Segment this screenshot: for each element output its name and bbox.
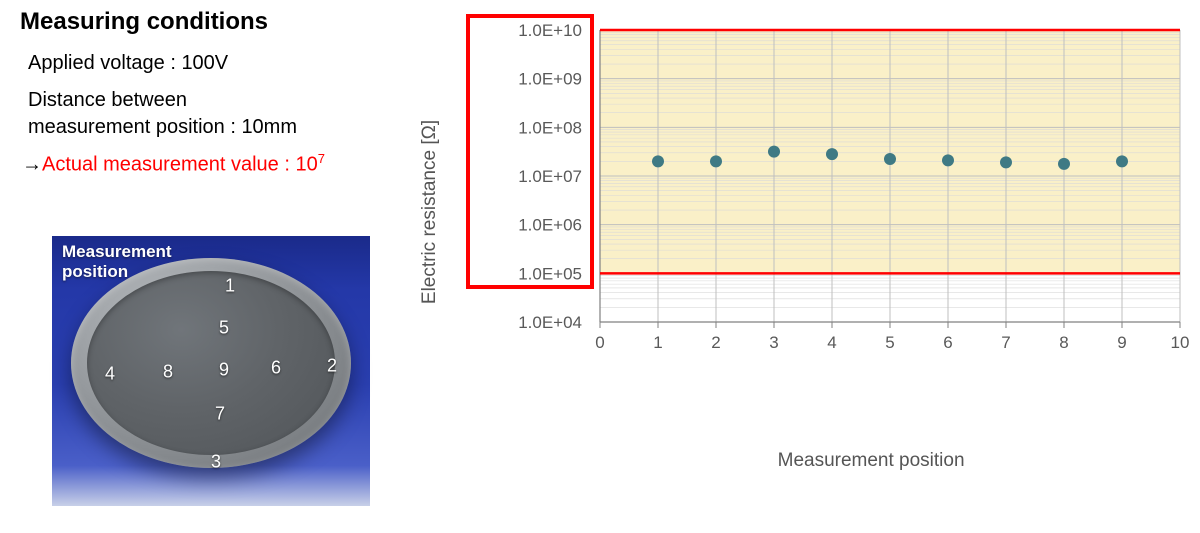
measurement-photo: Measurementposition 1 5 4 8 9 6 2 7 3 — [52, 236, 370, 506]
x-axis-label: Measurement position — [778, 450, 965, 472]
svg-text:8: 8 — [1059, 333, 1068, 352]
actual-text: Actual measurement value : 10 — [42, 154, 318, 176]
position-number: 7 — [215, 404, 225, 425]
svg-text:10: 10 — [1171, 333, 1190, 352]
arrow-icon: → — [22, 154, 42, 176]
svg-text:2: 2 — [711, 333, 720, 352]
y-axis-label: Electric resistance [Ω] — [419, 120, 441, 304]
svg-text:1.0E+06: 1.0E+06 — [518, 216, 582, 235]
svg-text:9: 9 — [1117, 333, 1126, 352]
svg-text:3: 3 — [769, 333, 778, 352]
svg-text:1: 1 — [653, 333, 662, 352]
photo-caption: Measurementposition — [62, 242, 172, 281]
actual-measurement: →Actual measurement value : 107 — [22, 151, 420, 177]
position-number: 3 — [211, 452, 221, 473]
photo-background: Measurementposition 1 5 4 8 9 6 2 7 3 — [52, 236, 370, 506]
svg-text:5: 5 — [885, 333, 894, 352]
condition-voltage: Applied voltage : 100V — [28, 50, 420, 77]
distance-line2: measurement position : 10mm — [28, 116, 297, 138]
chart-svg: 1.0E+04 1.0E+05 1.0E+06 1.0E+07 1.0E+08 1.0E+… — [440, 12, 1190, 372]
svg-text:7: 7 — [1001, 333, 1010, 352]
svg-text:1.0E+05: 1.0E+05 — [518, 264, 582, 283]
position-number: 9 — [219, 360, 229, 381]
position-number: 6 — [271, 358, 281, 379]
condition-distance: Distance between measurement position : … — [28, 87, 420, 141]
svg-text:6: 6 — [943, 333, 952, 352]
svg-text:0: 0 — [595, 333, 604, 352]
resistance-chart: Electric resistance [Ω] 1.0E+041.0E+051.… — [440, 12, 1190, 412]
conditions-panel: Measuring conditions Applied voltage : 1… — [20, 8, 420, 177]
svg-text:1.0E+09: 1.0E+09 — [518, 70, 582, 89]
svg-text:1.0E+07: 1.0E+07 — [518, 167, 582, 186]
svg-text:1.0E+10: 1.0E+10 — [518, 21, 582, 40]
section-title: Measuring conditions — [20, 8, 420, 36]
svg-text:4: 4 — [827, 333, 836, 352]
svg-text:1.0E+08: 1.0E+08 — [518, 118, 582, 137]
actual-exponent: 7 — [318, 151, 325, 166]
position-number: 4 — [105, 364, 115, 385]
distance-line1: Distance between — [28, 89, 187, 111]
disc-inner — [87, 271, 335, 455]
position-number: 5 — [219, 318, 229, 339]
position-number: 1 — [225, 276, 235, 297]
position-number: 8 — [163, 362, 173, 383]
photo-caption-text: Measurementposition — [62, 242, 172, 281]
svg-text:1.0E+04: 1.0E+04 — [518, 313, 582, 332]
position-number: 2 — [327, 356, 337, 377]
